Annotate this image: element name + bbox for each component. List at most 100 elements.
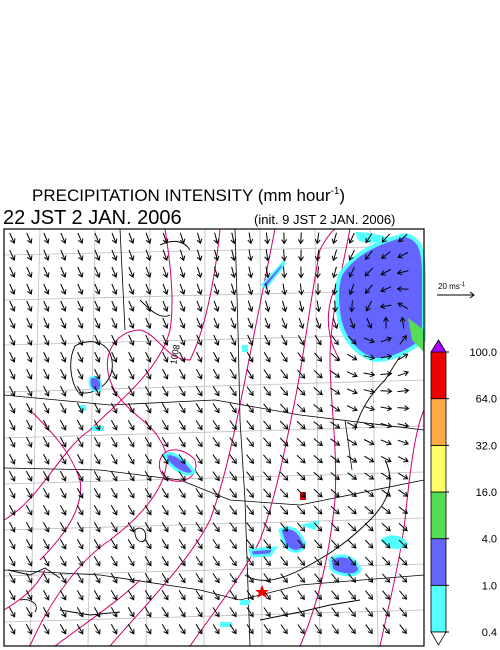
wind-arrow — [330, 352, 340, 362]
wind-arrow — [229, 624, 237, 635]
wind-arrow — [296, 471, 306, 481]
wind-arrow — [348, 573, 357, 583]
wind-arrow — [330, 370, 341, 378]
wind-arrow — [161, 624, 169, 635]
wind-arrow — [296, 437, 306, 447]
wind-arrow — [94, 368, 101, 380]
wind-arrow — [313, 369, 323, 379]
wind-arrow — [381, 506, 391, 515]
colorbar-band — [430, 444, 447, 493]
wind-arrow — [364, 539, 374, 549]
wind-arrow — [330, 421, 341, 429]
wind-arrow — [26, 232, 33, 244]
wind-arrow — [212, 624, 220, 635]
wind-arrow — [60, 368, 67, 380]
wind-arrow — [145, 232, 152, 245]
wind-arrow — [229, 437, 237, 448]
wind-arrow — [264, 334, 271, 346]
wind-arrow — [94, 266, 101, 278]
wind-arrow — [212, 471, 220, 482]
wind-arrow — [212, 386, 220, 397]
wind-arrow — [128, 266, 135, 278]
wind-arrow — [26, 436, 33, 448]
wind-arrow — [363, 371, 376, 378]
wind-arrow — [212, 590, 220, 601]
wind-arrow — [380, 388, 393, 395]
wind-arrow — [264, 266, 271, 279]
wind-arrow — [26, 317, 33, 329]
wind-arrow — [297, 573, 305, 584]
wind-arrow — [364, 267, 374, 277]
wind-arrow — [314, 266, 321, 279]
wind-arrow — [162, 351, 169, 363]
wind-arrow — [313, 455, 323, 464]
wind-arrow — [279, 403, 289, 413]
wind-arrow — [247, 317, 254, 329]
wind-arrow — [42, 504, 50, 516]
wind-arrow — [280, 522, 289, 532]
wind-arrow — [348, 232, 355, 244]
wind-arrow — [144, 402, 152, 414]
wind-arrow — [380, 405, 393, 412]
wind-arrow — [162, 300, 169, 312]
wind-arrow — [111, 351, 118, 363]
wind-arrow — [110, 623, 118, 635]
wind-arrow — [297, 352, 305, 363]
wind-arrow — [8, 572, 16, 584]
wind-arrow — [346, 371, 358, 378]
wind-arrow — [381, 489, 392, 497]
wind-arrow — [230, 317, 237, 329]
wind-arrow — [399, 334, 407, 345]
wind-arrow — [280, 352, 288, 363]
wind-arrow — [247, 283, 254, 296]
wind-arrow — [76, 504, 84, 516]
valid-time: 22 JST 2 JAN. 2006 — [3, 207, 182, 229]
wind-arrow — [111, 249, 118, 261]
wind-arrow — [93, 555, 101, 567]
wind-arrow — [229, 369, 237, 380]
wind-arrow — [59, 470, 67, 482]
precip-area — [334, 232, 426, 363]
colorbar-label: 4.0 — [482, 534, 497, 546]
wind-arrow — [229, 403, 237, 414]
wind-arrow — [26, 351, 33, 363]
wind-arrow — [161, 471, 169, 482]
wind-arrow — [364, 455, 375, 463]
wind-arrow — [212, 488, 220, 499]
wind-arrow — [110, 606, 118, 618]
wind-arrow — [25, 572, 33, 584]
wind-arrow — [178, 539, 186, 550]
wind-arrow — [280, 369, 288, 380]
wind-arrow — [364, 522, 374, 532]
wind-arrow — [145, 368, 152, 380]
wind-arrow — [363, 422, 375, 429]
wind-arrow — [396, 269, 409, 276]
wind-arrow — [314, 607, 322, 618]
wind-arrow — [330, 404, 341, 412]
wind-arrow — [230, 232, 237, 245]
wind-arrow — [162, 368, 169, 380]
wind-arrow — [296, 488, 306, 498]
wind-arrow — [263, 488, 272, 498]
wind-arrow — [77, 249, 84, 261]
wind-arrow — [297, 539, 306, 549]
wind-arrow — [93, 623, 101, 635]
wind-arrow — [76, 470, 84, 482]
wind-arrow — [279, 454, 289, 464]
wind-arrow — [25, 606, 33, 618]
wind-arrow — [264, 232, 271, 245]
wind-arrow — [281, 266, 288, 279]
wind-arrow — [145, 351, 152, 363]
wind-arrow — [396, 286, 409, 292]
wind-arrow — [179, 249, 186, 262]
wind-arrow — [127, 402, 135, 414]
wind-arrow — [59, 419, 67, 431]
wind-arrow — [127, 505, 135, 516]
wind-arrow — [397, 387, 410, 394]
wind-arrow — [314, 539, 323, 549]
wind-arrow — [43, 232, 50, 244]
precip-area — [408, 318, 424, 352]
wind-arrow — [347, 505, 357, 515]
wind-arrow — [213, 249, 220, 262]
